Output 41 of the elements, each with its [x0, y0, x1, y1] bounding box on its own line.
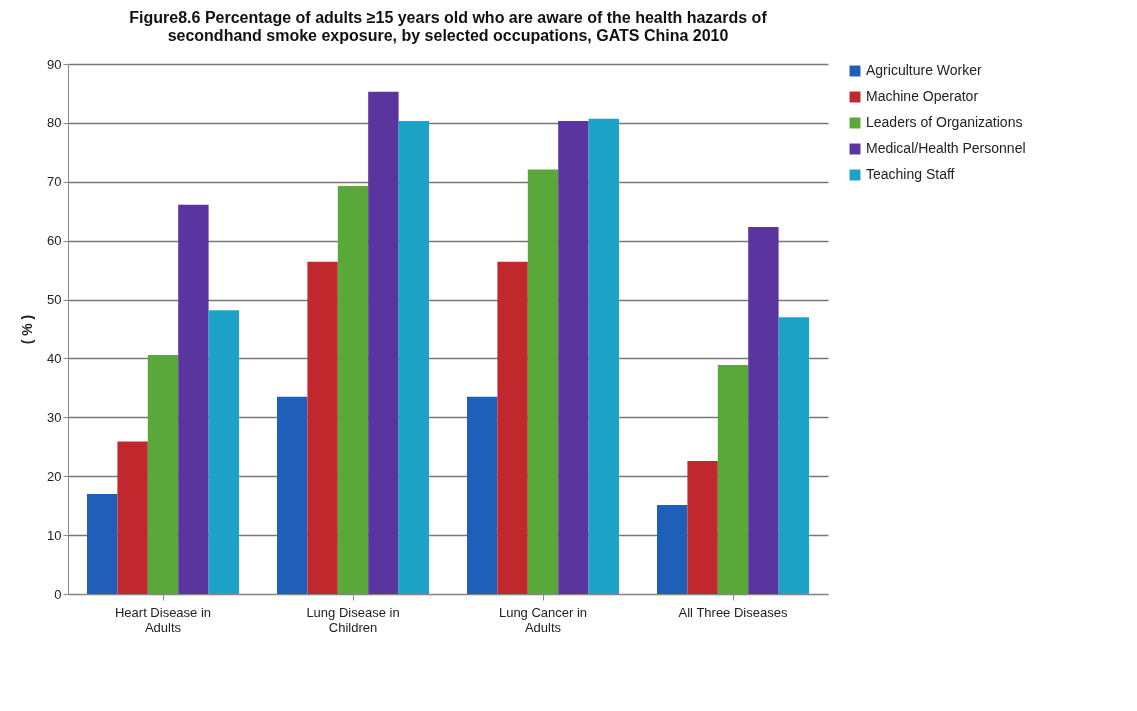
y-tick-label: 0 [54, 586, 62, 602]
x-tick-label: Lung Disease in Children [306, 604, 400, 635]
x-tick-label: Heart Disease in Adults [114, 604, 212, 635]
bar [117, 441, 148, 594]
bar [178, 204, 209, 594]
y-tick-label: 20 [47, 468, 62, 484]
legend-label: Teaching Staff [866, 166, 955, 182]
y-tick-label: 60 [47, 233, 62, 249]
bar [527, 169, 559, 594]
bar [778, 317, 809, 594]
y-tick-label: 40 [47, 350, 62, 366]
y-tick-label: 80 [47, 115, 62, 131]
y-tick-label: 90 [47, 56, 62, 72]
bar [368, 91, 399, 594]
bar [337, 185, 369, 594]
legend-label: Medical/Health Personnel [866, 140, 1026, 156]
y-tick-label: 30 [47, 409, 62, 425]
bar [277, 396, 308, 594]
bar [147, 354, 179, 594]
chart-title: Figure8.6 Percentage of adults ≥15 years old who are aware of the health hazards of secondhand smoke exposure, by selected occupations, GATS China 2010 [129, 9, 768, 44]
bar [208, 310, 239, 594]
bar [687, 460, 718, 594]
legend-label: Leaders of Organizations [866, 114, 1023, 130]
bar [87, 493, 118, 594]
bar [588, 118, 619, 594]
bar [398, 121, 429, 594]
bar [497, 261, 528, 594]
bar [558, 121, 589, 594]
y-axis-title: ( % ) [19, 314, 36, 345]
bar [657, 505, 688, 594]
x-tick-label: All Three Diseases [678, 604, 788, 620]
x-tick-label: Lung Cancer in Adults [498, 604, 588, 635]
y-tick-label: 50 [47, 292, 62, 308]
y-tick-label: 70 [47, 174, 62, 190]
legend-label: Machine Operator [866, 88, 979, 104]
bar [467, 396, 498, 594]
bar [717, 364, 749, 594]
y-tick-label: 10 [47, 527, 62, 543]
legend-label: Agriculture Worker [866, 62, 982, 78]
bar [748, 227, 779, 594]
bar [307, 261, 338, 594]
